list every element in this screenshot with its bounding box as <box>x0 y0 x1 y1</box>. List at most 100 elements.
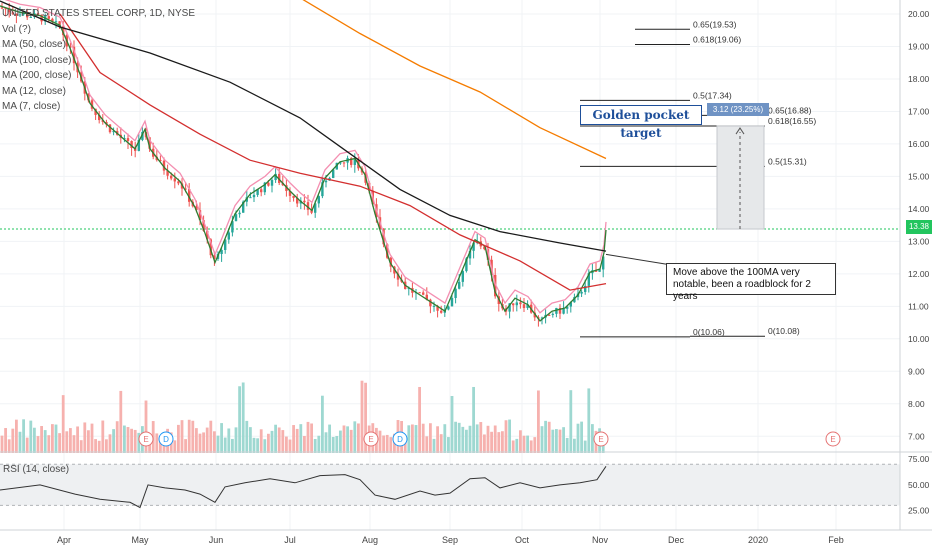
volume-bar <box>54 424 58 453</box>
volume-bar <box>339 430 342 453</box>
volume-bar <box>295 428 299 453</box>
candle-body <box>29 16 32 18</box>
candle-body <box>141 132 144 140</box>
candle-body <box>47 16 50 19</box>
candle-body <box>461 271 464 282</box>
last-price-tag: 13.38 <box>906 220 932 234</box>
volume-bar <box>418 386 421 453</box>
chart-title: UNITED STATES STEEL CORP, 1D, NYSE <box>2 8 196 19</box>
volume-bar <box>569 390 573 453</box>
candle-body <box>98 114 101 121</box>
volume-bar <box>123 425 126 453</box>
candle-body <box>573 297 576 303</box>
volume-bar <box>133 429 137 453</box>
volume-bar <box>450 395 454 453</box>
volume-bar <box>263 439 267 453</box>
callout-line-1: Move above the 100MA very <box>673 267 800 278</box>
earnings-marker <box>363 431 379 447</box>
volume-bar <box>36 436 40 453</box>
volume-bar <box>7 439 11 453</box>
volume-bar <box>144 400 148 453</box>
candle-body <box>213 255 216 259</box>
y-tick-label: 16.00 <box>908 139 930 149</box>
volume-bar <box>583 440 587 453</box>
candle-body <box>101 120 104 122</box>
volume-bar <box>486 425 490 453</box>
volume-bar <box>65 431 69 453</box>
candle-body <box>407 288 410 290</box>
callout-line-2: notable, been a roadblock for 2 years <box>673 279 811 302</box>
callout-box: Move above the 100MA very notable, been … <box>666 263 836 302</box>
candle-body <box>170 175 173 179</box>
volume-bar <box>241 382 245 453</box>
volume-bar <box>126 427 130 453</box>
candle-body <box>263 182 266 193</box>
candle-body <box>177 181 180 184</box>
candle-body <box>522 304 526 309</box>
earnings-marker-label: E <box>598 435 603 444</box>
candle-body <box>447 306 450 310</box>
candle-body <box>123 138 126 140</box>
volume-bar <box>15 419 18 453</box>
volume-bar <box>558 429 562 453</box>
candle-body <box>339 162 342 164</box>
volume-bar <box>529 440 533 453</box>
volume-bar <box>540 426 544 453</box>
rsi-band <box>0 464 900 506</box>
candle-body <box>566 306 569 309</box>
volume-bar <box>277 427 281 453</box>
candle-body <box>458 281 461 289</box>
dividend-marker <box>392 431 408 447</box>
candle-body <box>195 206 198 211</box>
candle-body <box>184 188 187 190</box>
volume-bar <box>252 437 256 453</box>
volume-bar <box>303 435 306 453</box>
volume-bar <box>18 431 22 453</box>
candle-body <box>432 305 436 307</box>
volume-bar <box>47 435 51 453</box>
volume-bar <box>580 421 583 453</box>
volume-bar <box>97 440 101 453</box>
volume-bar <box>439 434 443 453</box>
volume-bar <box>119 390 123 453</box>
candle-body <box>137 139 140 151</box>
volume-bar <box>4 428 7 453</box>
ma100-line <box>0 0 607 252</box>
volume-bar <box>256 438 259 453</box>
candle-body <box>508 303 511 312</box>
dividend-marker-label: D <box>397 435 403 444</box>
candle-body <box>54 21 58 23</box>
volume-bar <box>465 429 468 453</box>
candle-body <box>288 190 292 196</box>
candle-body <box>234 214 238 222</box>
callout-pointer <box>605 253 667 265</box>
candle-body <box>252 194 256 198</box>
volume-bar <box>364 382 367 453</box>
candle-body <box>382 229 385 245</box>
ma12-line <box>4 0 607 314</box>
candle-body <box>0 7 4 9</box>
candle-body <box>22 13 25 15</box>
x-tick-label: Apr <box>57 535 71 545</box>
candle-body <box>558 307 562 314</box>
candle-body <box>8 9 11 13</box>
volume-bar <box>87 430 90 453</box>
volume-bar <box>155 433 159 453</box>
candle-body <box>292 195 295 198</box>
volume-bar <box>223 437 227 453</box>
volume-bar <box>177 424 180 453</box>
volume-bar <box>205 427 209 453</box>
volume-bar <box>576 423 580 453</box>
earnings-marker-label: E <box>830 435 835 444</box>
volume-bar <box>213 431 216 453</box>
x-tick-label: Nov <box>592 535 609 545</box>
fib-label: 0.618(16.55) <box>768 116 816 126</box>
y-tick-label: 8.00 <box>908 399 925 409</box>
volume-bar <box>231 438 234 453</box>
candle-body <box>540 317 544 319</box>
volume-bar <box>267 433 270 453</box>
volume-bar <box>472 386 475 453</box>
ma7-line <box>0 5 607 322</box>
